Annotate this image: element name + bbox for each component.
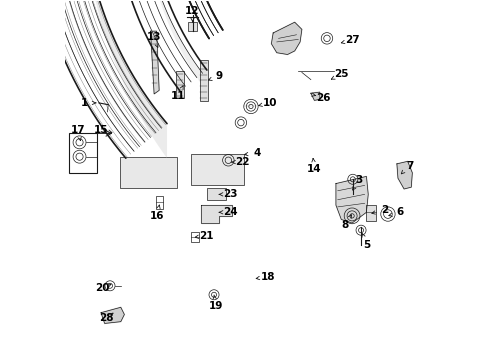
Polygon shape [201,205,231,223]
FancyBboxPatch shape [120,157,177,188]
Text: 21: 21 [199,231,214,240]
Polygon shape [396,161,411,189]
Text: 9: 9 [215,71,223,81]
Text: 8: 8 [341,220,348,230]
Text: 16: 16 [149,211,163,221]
Bar [155,196,163,209]
Polygon shape [335,176,367,223]
Text: 22: 22 [235,157,249,167]
Text: 20: 20 [95,283,110,293]
Text: 26: 26 [316,93,330,103]
Text: 11: 11 [171,91,185,101]
Text: 2: 2 [380,206,387,216]
Text: 4: 4 [253,148,260,158]
Text: 12: 12 [185,6,199,17]
Bar [366,205,376,221]
Bar [190,232,198,242]
Text: 18: 18 [260,272,274,282]
Text: 5: 5 [362,239,369,249]
Bar [199,60,207,101]
Text: 19: 19 [208,301,223,311]
Polygon shape [310,92,319,100]
Text: 14: 14 [306,164,321,174]
Polygon shape [150,31,159,94]
Text: 1: 1 [81,98,88,108]
Text: 25: 25 [333,69,348,79]
Text: 3: 3 [355,175,362,185]
Text: 13: 13 [146,32,161,41]
Text: 23: 23 [223,189,237,199]
Polygon shape [271,22,301,54]
Text: 28: 28 [99,313,113,323]
FancyBboxPatch shape [191,154,244,185]
Polygon shape [101,307,124,323]
FancyBboxPatch shape [207,188,226,201]
Text: 17: 17 [70,125,85,135]
Text: 27: 27 [344,35,359,45]
Bar [69,134,97,173]
Text: 10: 10 [262,98,276,108]
Bar [187,22,197,31]
Text: 6: 6 [396,207,403,217]
Text: 24: 24 [223,207,237,217]
Bar [176,71,183,98]
Text: 15: 15 [94,125,108,135]
Text: 7: 7 [405,161,412,171]
